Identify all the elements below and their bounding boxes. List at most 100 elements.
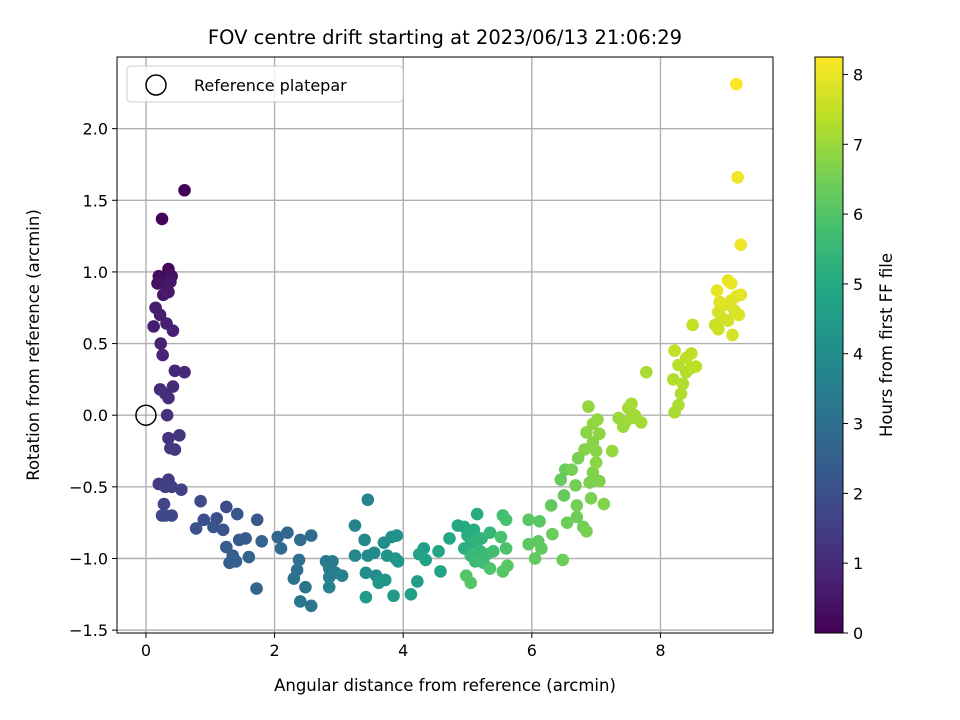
data-point (734, 288, 748, 302)
colorbar-tick-label: 5 (853, 275, 863, 294)
data-point (582, 400, 595, 413)
data-point (299, 580, 312, 594)
data-point (404, 588, 418, 601)
data-point (560, 516, 574, 529)
data-point (335, 569, 349, 582)
data-point (580, 524, 593, 538)
colorbar-tick-label: 6 (853, 205, 863, 224)
data-point (419, 553, 433, 567)
data-point (672, 398, 685, 412)
data-point (483, 526, 497, 540)
colorbar-tick-label: 4 (853, 345, 863, 364)
colorbar-tick-label: 2 (853, 484, 863, 503)
data-point (586, 466, 600, 479)
data-point (486, 545, 500, 558)
y-tick-label: 0.5 (83, 335, 108, 354)
data-point (162, 285, 175, 299)
data-point (175, 483, 188, 497)
data-point (499, 513, 513, 527)
data-point (625, 397, 638, 411)
colorbar: 0 1 2 3 4 5 6 7 8 Hours from first FF file (814, 56, 896, 643)
data-point (494, 530, 508, 544)
data-point (522, 537, 535, 551)
y-tick-label: −1.0 (69, 549, 108, 568)
data-point (570, 510, 584, 524)
data-point (570, 499, 584, 512)
data-point (731, 171, 744, 184)
data-point (712, 322, 725, 336)
data-point (616, 420, 630, 433)
data-point (153, 308, 167, 322)
data-point (732, 308, 746, 322)
colorbar-tick-label: 7 (853, 135, 863, 154)
data-point (689, 360, 703, 373)
legend-reference-marker (145, 74, 167, 96)
legend-box (126, 65, 404, 103)
reference-platepar-marker (135, 404, 157, 426)
data-point (359, 566, 373, 580)
data-point (483, 562, 497, 575)
y-tick-label: −1.5 (69, 621, 108, 640)
x-tick-label: 8 (655, 641, 665, 660)
data-point (674, 387, 688, 401)
data-point (162, 391, 175, 405)
data-point (467, 523, 481, 537)
data-point (157, 497, 171, 511)
data-point (168, 443, 182, 456)
data-point (434, 565, 447, 578)
y-tick-label: 1.0 (83, 263, 108, 282)
y-tick-label: −0.5 (69, 478, 108, 497)
data-point (281, 526, 294, 540)
data-point (535, 542, 548, 555)
data-point (533, 514, 546, 528)
data-point (443, 532, 456, 545)
data-point (411, 575, 424, 588)
colorbar-tick-label: 3 (853, 415, 863, 434)
data-point (207, 520, 220, 534)
data-point (640, 365, 653, 379)
data-point (361, 493, 375, 507)
data-point (216, 523, 230, 537)
data-point (726, 328, 739, 342)
data-point (528, 552, 542, 565)
data-point (147, 320, 160, 333)
data-point (304, 529, 318, 542)
data-point (168, 364, 182, 378)
legend: Reference platepar (126, 65, 404, 103)
data-point (367, 546, 381, 560)
plot-frame (116, 56, 774, 634)
data-point (432, 545, 445, 558)
data-point (304, 599, 318, 613)
data-point (557, 489, 571, 502)
data-point (589, 456, 603, 469)
data-point (593, 427, 606, 441)
data-point (348, 519, 362, 532)
data-point (322, 570, 336, 584)
data-point (230, 507, 244, 521)
data-point (155, 212, 169, 226)
data-point (391, 555, 405, 568)
colorbar-frame (814, 56, 844, 634)
data-point (348, 549, 362, 562)
data-point (544, 499, 558, 512)
y-tick-label: 0.0 (83, 406, 108, 425)
data-point (584, 492, 598, 505)
legend-entry-label: Reference platepar (194, 76, 347, 95)
data-point (390, 529, 404, 542)
data-point (724, 277, 738, 290)
data-point (605, 444, 619, 458)
data-point (178, 365, 191, 379)
data-point (569, 479, 582, 492)
y-axis-ticks: −1.5 −1.0 −0.5 0.0 0.5 1.0 1.5 2.0 (69, 120, 117, 640)
data-point (554, 473, 568, 486)
data-point (220, 540, 233, 554)
grid-lines (117, 57, 773, 633)
data-point (239, 532, 252, 545)
data-point (713, 295, 726, 309)
colorbar-label: Hours from first FF file (877, 253, 896, 437)
data-point (293, 533, 307, 547)
data-point (287, 572, 301, 585)
data-point (546, 527, 559, 541)
data-point (189, 522, 203, 535)
